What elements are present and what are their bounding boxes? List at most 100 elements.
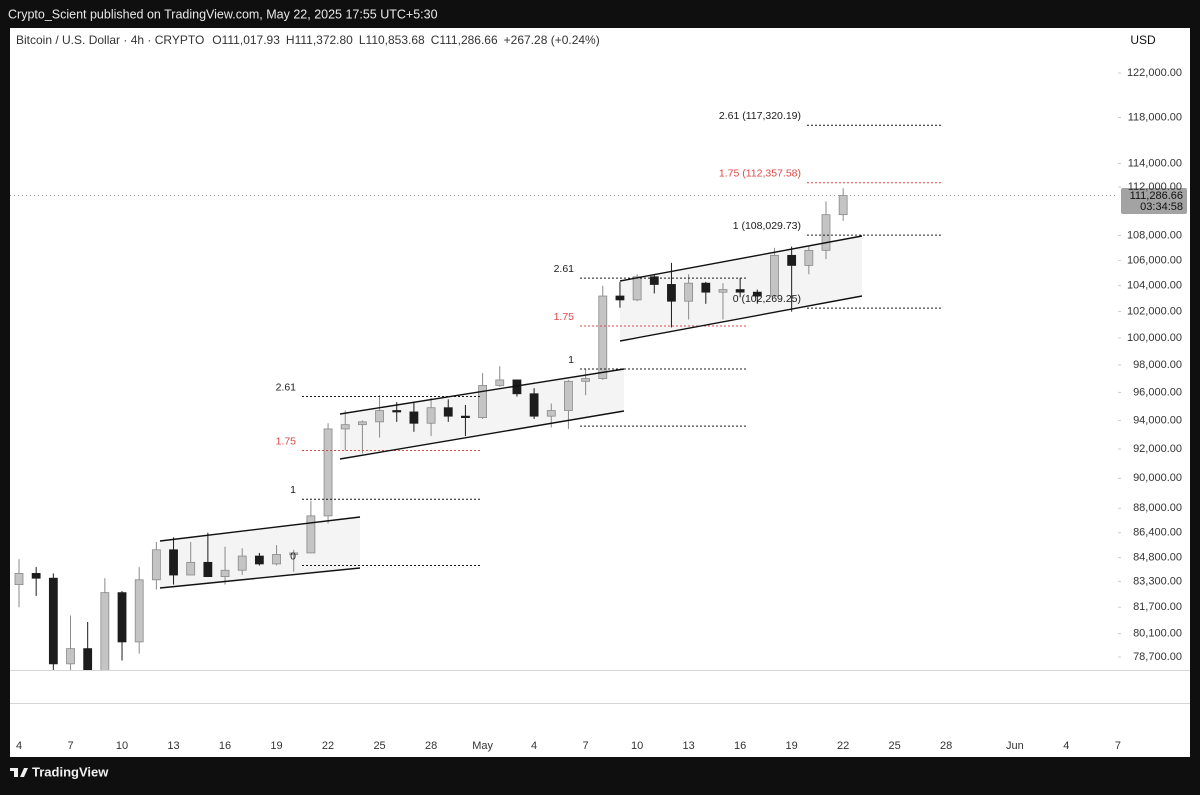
- annotations: 2.61 1.75 1 0 2.61 1.75 1 2.61 (117,320.19) 1.75…: [276, 110, 942, 567]
- candle-body: [169, 549, 178, 576]
- x-tick-label: 28: [940, 740, 952, 752]
- candle-body: [667, 284, 676, 302]
- x-tick-label: 16: [219, 740, 231, 752]
- fib-label: 1: [290, 484, 296, 496]
- x-tick-label: 4: [16, 740, 22, 752]
- logo-icon: [10, 768, 28, 777]
- ohlc-value: H111,372.80: [286, 33, 353, 47]
- candle-body: [100, 592, 110, 670]
- x-tick-label: 7: [583, 740, 589, 752]
- x-tick-label: 10: [116, 740, 128, 752]
- candle-body: [443, 407, 453, 417]
- plot: [10, 188, 1118, 670]
- candle-body: [186, 561, 196, 576]
- y-tick-label: 92,000.00: [1133, 443, 1182, 455]
- ohlc-value: C111,286.66: [431, 33, 498, 47]
- y-tick-label: 84,800.00: [1133, 552, 1182, 564]
- candle-body: [48, 577, 58, 665]
- candle-body: [770, 254, 779, 297]
- candle-body: [357, 421, 367, 426]
- candle-body: [237, 555, 247, 571]
- candle-body: [83, 648, 93, 670]
- candle-body: [495, 379, 505, 386]
- y-tick-label: 100,000.00: [1127, 332, 1182, 344]
- y-tick-label: 94,000.00: [1133, 414, 1182, 426]
- candle-body: [151, 549, 161, 581]
- candle-body: [14, 573, 24, 586]
- y-tick-label: 96,000.00: [1133, 386, 1182, 398]
- candle-body: [31, 573, 41, 579]
- x-tick-label: 13: [167, 740, 179, 752]
- brand-logo: TradingView: [10, 764, 109, 779]
- fib-label: 1.75 (112,357.58): [719, 168, 801, 180]
- candle-body: [220, 569, 230, 578]
- candle-body: [546, 410, 556, 417]
- brand: TradingView: [32, 764, 109, 779]
- price-tag: [1121, 188, 1187, 214]
- fib-label: 1.75: [554, 311, 575, 323]
- candle-body: [598, 295, 608, 379]
- currency: USD: [1130, 33, 1156, 47]
- x-tick-label: 4: [531, 740, 537, 752]
- candle-body: [426, 407, 436, 424]
- fib-label: 1.75: [276, 435, 297, 447]
- candle-body: [581, 378, 591, 382]
- x-tick-label: 22: [837, 740, 849, 752]
- x-tick-label: 22: [322, 740, 334, 752]
- x-tick-label: 25: [373, 740, 385, 752]
- channels: [159, 235, 863, 589]
- last-price: 111,286.66: [1130, 190, 1183, 202]
- countdown: 03:34:58: [1140, 201, 1183, 213]
- x-tick-label: 7: [1115, 740, 1121, 752]
- candle-body: [632, 276, 642, 301]
- candle-body: [254, 555, 264, 565]
- symbol: Bitcoin / U.S. Dollar · 4h · CRYPTO: [16, 33, 204, 47]
- candle-body: [375, 410, 384, 423]
- channel-line: [339, 368, 625, 415]
- channel-line: [159, 516, 361, 542]
- channel-fill: [620, 236, 862, 341]
- x-tick-label: May: [472, 740, 493, 752]
- candle-body: [409, 411, 419, 424]
- candle-body: [478, 385, 487, 418]
- candle-body: [306, 515, 316, 554]
- ohlc-value: L110,853.68: [359, 33, 425, 47]
- y-tick-label: 108,000.00: [1127, 229, 1182, 241]
- symbol-header: Bitcoin / U.S. Dollar · 4h · CRYPTO O111,…: [16, 33, 600, 47]
- y-tick-label: 98,000.00: [1133, 359, 1182, 371]
- y-tick-label: 112,000.00: [1128, 181, 1182, 193]
- y-tick-label: 102,000.00: [1127, 306, 1182, 318]
- y-tick-label: 122,000.00: [1127, 67, 1182, 79]
- y-tick-label: 88,000.00: [1133, 502, 1182, 514]
- candle-body: [203, 561, 213, 578]
- candle-body: [821, 214, 831, 251]
- fib-label: 0 (102,269.25): [733, 293, 801, 305]
- fib-label: 1: [568, 354, 574, 366]
- x-tick-label: 13: [683, 740, 695, 752]
- channel-line: [619, 295, 863, 342]
- candle-body: [649, 276, 659, 285]
- x-tick-label: 4: [1063, 740, 1069, 752]
- y-tick-label: 81,700.00: [1133, 601, 1182, 613]
- y-tick-label: 104,000.00: [1127, 280, 1182, 292]
- candle-body: [392, 410, 402, 413]
- y-tick-label: 114,000.00: [1128, 157, 1182, 169]
- x-tick-label: 19: [270, 740, 282, 752]
- candle-body: [272, 554, 281, 565]
- channel-line: [339, 410, 625, 460]
- y-tick-label: 118,000.00: [1128, 111, 1182, 123]
- fib-label: 2.61: [276, 381, 297, 393]
- candle-body: [752, 291, 762, 297]
- x-tick-label: 10: [631, 740, 643, 752]
- fib-label: 1 (108,029.73): [733, 220, 801, 232]
- ohlc-value: +267.28 (+0.24%): [504, 33, 600, 47]
- candle-body: [735, 289, 745, 293]
- candle-body: [684, 282, 694, 302]
- y-tick-label: 106,000.00: [1127, 254, 1182, 266]
- y-tick-label: 86,400.00: [1133, 527, 1182, 539]
- fib-label: 2.61: [554, 263, 575, 275]
- ohlc-value: O111,017.93: [212, 33, 280, 47]
- y-tick-label: 78,700.00: [1133, 651, 1182, 663]
- y-tick-label: 90,000.00: [1133, 472, 1182, 484]
